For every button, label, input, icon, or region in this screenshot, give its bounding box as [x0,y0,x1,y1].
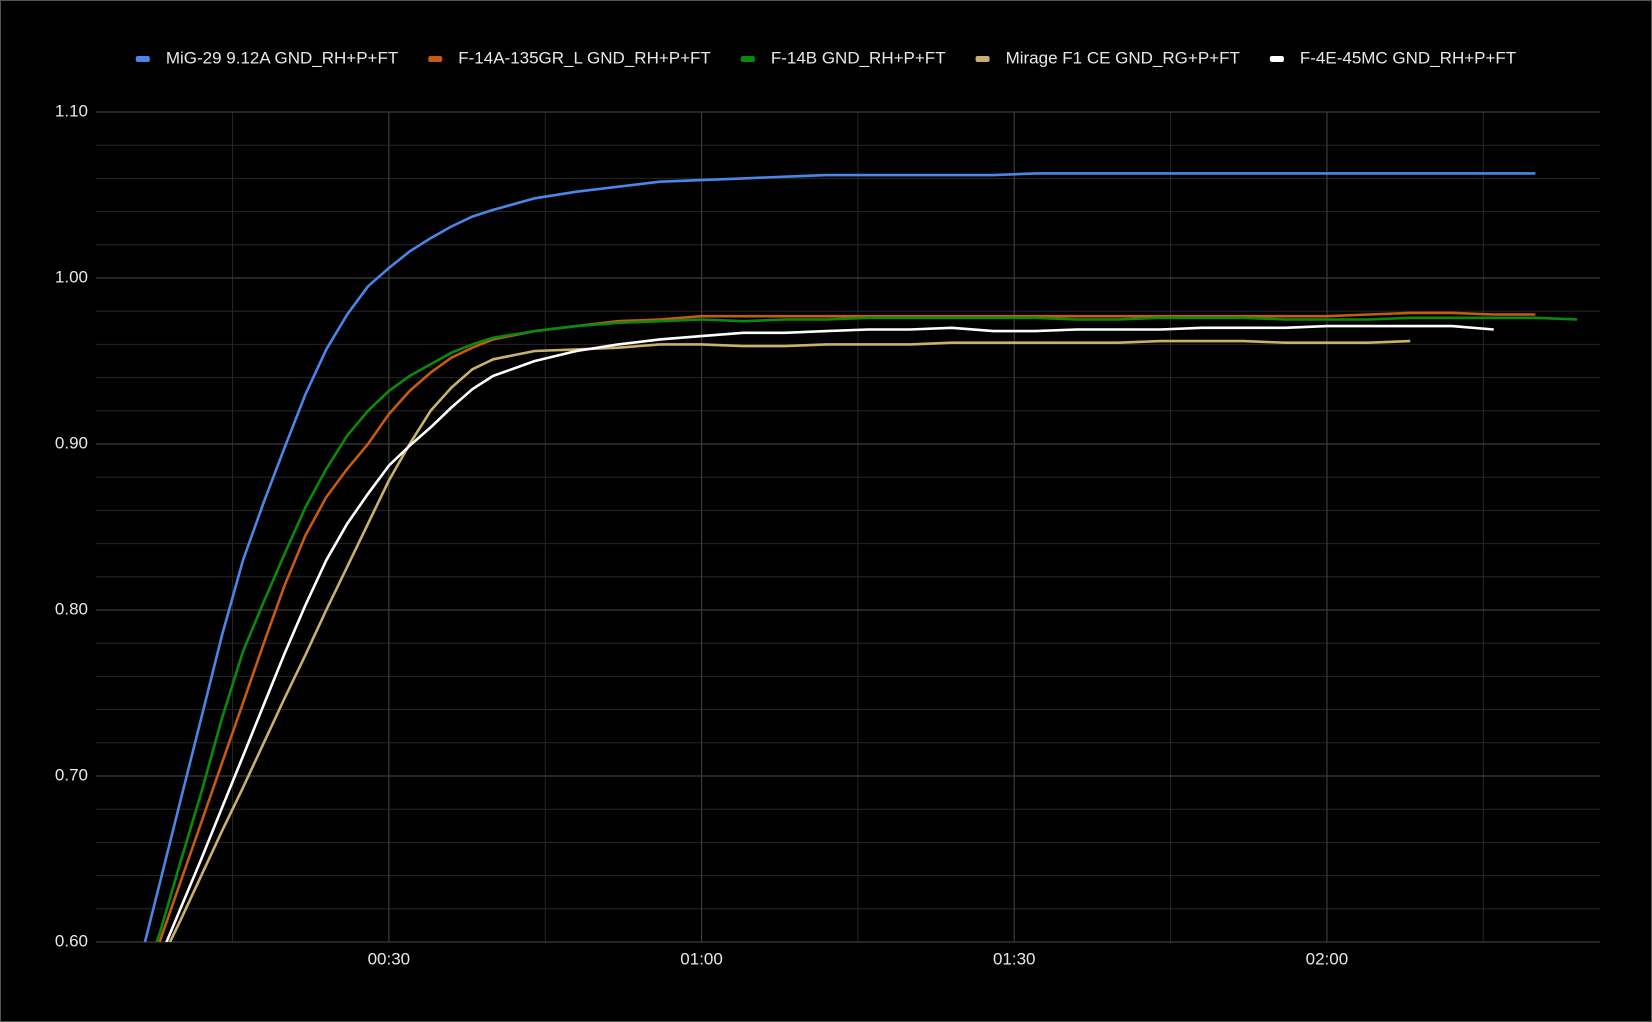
line [155,316,1578,942]
series [155,316,1578,942]
series [158,311,1536,942]
series [165,324,1494,942]
grid [96,111,1600,943]
line [165,324,1494,942]
legend-label: MiG-29 9.12A GND_RH+P+FT [166,48,398,67]
legend-label: F-4E-45MC GND_RH+P+FT [1300,48,1516,67]
y-tick-label: 0.60 [55,931,88,950]
x-tick-label: 02:00 [1306,949,1349,968]
legend-label: F-14A-135GR_L GND_RH+P+FT [458,48,711,67]
line [158,311,1536,942]
y-tick-label: 0.90 [55,433,88,452]
legend-swatch [975,56,990,62]
legend-swatch [428,56,443,62]
legend-swatch [1269,56,1284,62]
y-tick-label: 0.80 [55,599,88,618]
y-tick-label: 1.10 [55,101,88,120]
x-tick-label: 01:30 [993,949,1036,968]
legend-swatch [135,56,150,62]
line [143,172,1536,942]
series [143,172,1536,942]
y-tick-label: 0.70 [55,765,88,784]
legend: MiG-29 9.12A GND_RH+P+FT F-14A-135GR_L GN… [135,48,1516,67]
legend-label: Mirage F1 CE GND_RG+P+FT [1006,48,1240,67]
x-tick-label: 00:30 [368,949,411,968]
x-tick-label: 01:00 [680,949,723,968]
legend-label: F-14B GND_RH+P+FT [771,48,946,67]
y-tick-label: 1.00 [55,267,88,286]
legend-swatch [740,56,755,62]
